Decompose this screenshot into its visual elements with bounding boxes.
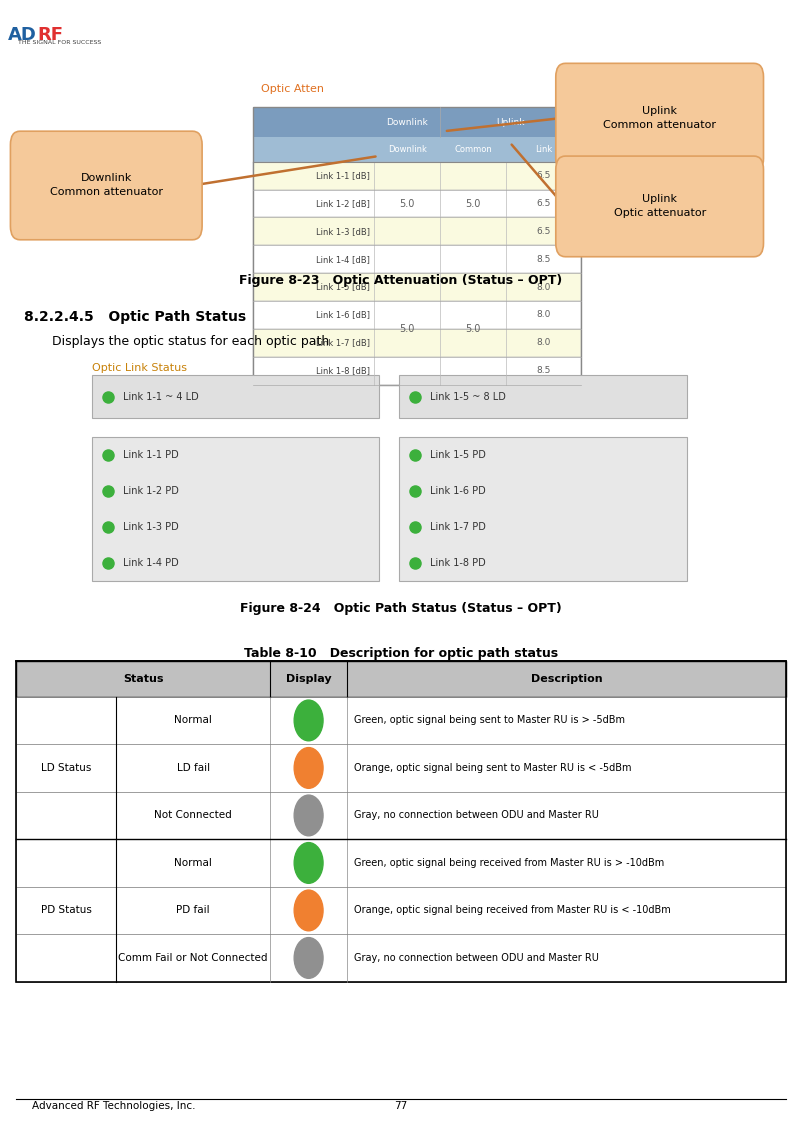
Text: Downlink: Downlink [387,145,427,154]
FancyBboxPatch shape [16,887,786,934]
FancyBboxPatch shape [399,437,687,581]
FancyBboxPatch shape [253,356,581,385]
Text: Link 1-1 [dB]: Link 1-1 [dB] [317,171,371,180]
Text: Display: Display [286,674,331,683]
Text: Green, optic signal being sent to Master RU is > -5dBm: Green, optic signal being sent to Master… [354,716,625,725]
FancyBboxPatch shape [253,162,581,190]
Text: Displays the optic status for each optic path: Displays the optic status for each optic… [52,335,330,347]
Circle shape [294,938,323,978]
Text: 8.2.2.4.5   Optic Path Status: 8.2.2.4.5 Optic Path Status [24,310,246,323]
Circle shape [294,700,323,741]
Text: Link 1-4 PD: Link 1-4 PD [123,559,179,568]
FancyBboxPatch shape [92,437,379,581]
FancyBboxPatch shape [16,697,786,744]
FancyBboxPatch shape [16,839,786,887]
Text: THE SIGNAL FOR SUCCESS: THE SIGNAL FOR SUCCESS [18,40,101,44]
Text: Link 1-3 [dB]: Link 1-3 [dB] [316,227,371,236]
Text: PD Status: PD Status [41,906,91,915]
Text: Link 1-8 PD: Link 1-8 PD [430,559,486,568]
Text: Green, optic signal being received from Master RU is > -10dBm: Green, optic signal being received from … [354,858,664,867]
Text: Normal: Normal [174,716,212,725]
FancyBboxPatch shape [253,190,581,217]
FancyBboxPatch shape [253,217,581,245]
Text: Figure 8-23   Optic Attenuation (Status – OPT): Figure 8-23 Optic Attenuation (Status – … [239,274,563,287]
FancyBboxPatch shape [92,375,379,418]
Circle shape [294,890,323,931]
Text: Link 1-6 PD: Link 1-6 PD [430,486,486,495]
Text: 8.0: 8.0 [537,338,551,347]
Text: Link 1-8 [dB]: Link 1-8 [dB] [316,366,371,375]
Text: RF: RF [38,26,63,44]
Circle shape [294,795,323,836]
Text: Orange, optic signal being sent to Master RU is < -5dBm: Orange, optic signal being sent to Maste… [354,763,631,772]
Text: 6.5: 6.5 [537,227,551,236]
Text: Normal: Normal [174,858,212,867]
Text: 8.5: 8.5 [537,366,551,375]
Text: 6.5: 6.5 [537,199,551,208]
Text: Figure 8-24   Optic Path Status (Status – OPT): Figure 8-24 Optic Path Status (Status – … [240,602,562,614]
Text: Link 1-1 PD: Link 1-1 PD [123,450,179,459]
Text: Status: Status [123,674,164,683]
Text: Optic Link Status: Optic Link Status [92,363,187,373]
Text: Link 1-3 PD: Link 1-3 PD [123,523,179,532]
FancyBboxPatch shape [16,792,786,839]
Text: Link 1-7 [dB]: Link 1-7 [dB] [316,338,371,347]
Text: Link 1-5 [dB]: Link 1-5 [dB] [317,283,371,292]
Text: Link 1-6 [dB]: Link 1-6 [dB] [316,310,371,319]
Text: 5.0: 5.0 [399,323,415,334]
Text: Link 1-5 PD: Link 1-5 PD [430,450,486,459]
Text: Downlink
Common attenuator: Downlink Common attenuator [50,173,163,198]
Text: 8.5: 8.5 [537,254,551,264]
Text: Advanced RF Technologies, Inc.: Advanced RF Technologies, Inc. [32,1100,196,1111]
Text: Orange, optic signal being received from Master RU is < -10dBm: Orange, optic signal being received from… [354,906,670,915]
Text: 8.0: 8.0 [537,310,551,319]
Text: LD fail: LD fail [176,763,209,772]
FancyBboxPatch shape [16,661,786,697]
Text: 5.0: 5.0 [465,323,480,334]
Text: Uplink: Uplink [496,118,525,127]
Text: 6.5: 6.5 [537,171,551,180]
Text: Link 1-1 ~ 4 LD: Link 1-1 ~ 4 LD [123,392,198,402]
Text: Link 1-5 ~ 8 LD: Link 1-5 ~ 8 LD [430,392,506,402]
FancyBboxPatch shape [253,137,581,162]
Text: Gray, no connection between ODU and Master RU: Gray, no connection between ODU and Mast… [354,811,598,820]
Text: Link 1-4 [dB]: Link 1-4 [dB] [317,254,371,264]
FancyBboxPatch shape [253,107,581,137]
Text: LD Status: LD Status [41,763,91,772]
Text: 5.0: 5.0 [399,199,415,208]
FancyBboxPatch shape [253,245,581,274]
FancyBboxPatch shape [16,934,786,982]
FancyBboxPatch shape [556,63,764,172]
Text: 8.0: 8.0 [537,283,551,292]
Text: AD: AD [8,26,37,44]
FancyBboxPatch shape [10,131,202,240]
FancyBboxPatch shape [253,274,581,301]
Text: Link 1-2 [dB]: Link 1-2 [dB] [317,199,371,208]
Text: PD fail: PD fail [176,906,210,915]
FancyBboxPatch shape [556,156,764,257]
Text: Link 1-2 PD: Link 1-2 PD [123,486,179,495]
Circle shape [294,748,323,788]
Text: Description: Description [531,674,602,683]
Text: Common: Common [454,145,492,154]
Text: Link 1-7 PD: Link 1-7 PD [430,523,486,532]
Text: Gray, no connection between ODU and Master RU: Gray, no connection between ODU and Mast… [354,953,598,962]
Text: Not Connected: Not Connected [154,811,232,820]
Text: Downlink: Downlink [387,118,428,127]
Text: Table 8-10   Description for optic path status: Table 8-10 Description for optic path st… [244,647,558,659]
Text: Uplink
Optic attenuator: Uplink Optic attenuator [614,195,706,218]
Text: 5.0: 5.0 [465,199,480,208]
Text: 77: 77 [395,1100,407,1111]
Text: Uplink
Common attenuator: Uplink Common attenuator [603,105,716,130]
Text: Link: Link [535,145,553,154]
FancyBboxPatch shape [399,375,687,418]
Text: Optic Atten: Optic Atten [261,84,324,94]
FancyBboxPatch shape [16,744,786,792]
Text: Comm Fail or Not Connected: Comm Fail or Not Connected [119,953,268,962]
FancyBboxPatch shape [253,329,581,356]
Circle shape [294,843,323,883]
FancyBboxPatch shape [253,301,581,329]
